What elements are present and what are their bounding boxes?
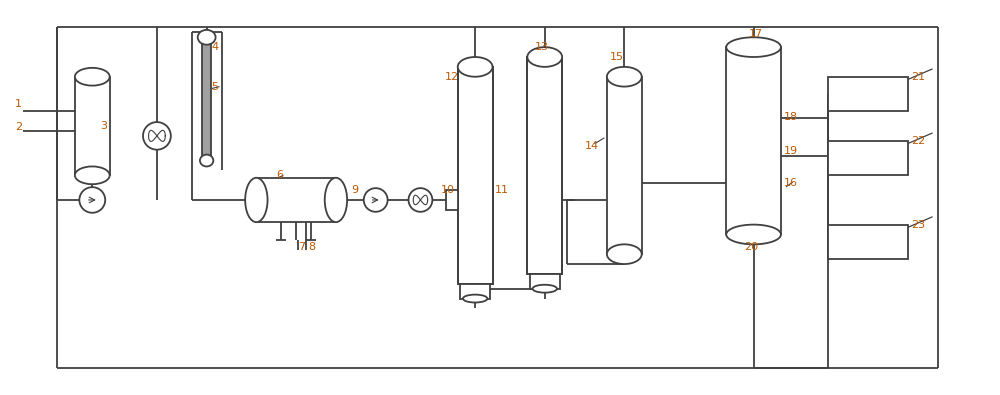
Ellipse shape [75,166,110,184]
Ellipse shape [325,178,347,222]
Ellipse shape [527,47,562,67]
Text: 2: 2 [15,122,22,132]
Bar [458,67,493,284]
Bar [828,141,908,175]
Bar [446,190,458,210]
Ellipse shape [198,30,216,45]
Ellipse shape [533,285,557,293]
Text: 20: 20 [744,242,758,252]
Bar [458,67,493,284]
Bar [256,178,336,222]
Ellipse shape [245,178,268,222]
Bar [530,274,560,289]
Text: 7: 7 [298,242,305,252]
Ellipse shape [79,187,105,213]
Ellipse shape [364,188,388,212]
Bar [607,77,642,254]
Bar [828,225,908,259]
Text: 14: 14 [585,141,599,150]
Text: 3: 3 [100,121,107,131]
Ellipse shape [143,122,171,150]
Text: 1: 1 [15,99,22,109]
Text: 11: 11 [495,185,509,195]
Bar [726,47,781,235]
Bar [527,57,562,274]
Ellipse shape [607,245,642,264]
Ellipse shape [458,57,493,77]
Text: 8: 8 [308,242,315,252]
Text: 6: 6 [276,170,283,180]
Ellipse shape [75,68,110,86]
Bar [460,284,490,299]
Text: 16: 16 [784,178,798,188]
Ellipse shape [726,37,781,57]
Text: 22: 22 [911,136,925,146]
Text: 18: 18 [784,112,798,122]
Ellipse shape [200,154,213,166]
Text: 12: 12 [445,71,459,82]
Bar [527,57,562,274]
Text: 21: 21 [911,71,925,82]
Text: 9: 9 [351,185,358,195]
Bar [75,77,110,175]
Ellipse shape [463,295,487,303]
Ellipse shape [409,188,432,212]
Text: 19: 19 [784,146,798,156]
Bar [458,67,493,284]
Text: 13: 13 [535,42,549,52]
Text: 23: 23 [911,220,925,229]
Bar [828,77,908,111]
Bar [527,57,562,274]
Text: 15: 15 [609,52,623,62]
Ellipse shape [607,67,642,87]
Text: 4: 4 [212,42,219,52]
Ellipse shape [726,225,781,245]
Text: 5: 5 [212,81,219,92]
Text: 10: 10 [440,185,454,195]
Bar [202,37,211,160]
Text: 17: 17 [749,29,763,39]
